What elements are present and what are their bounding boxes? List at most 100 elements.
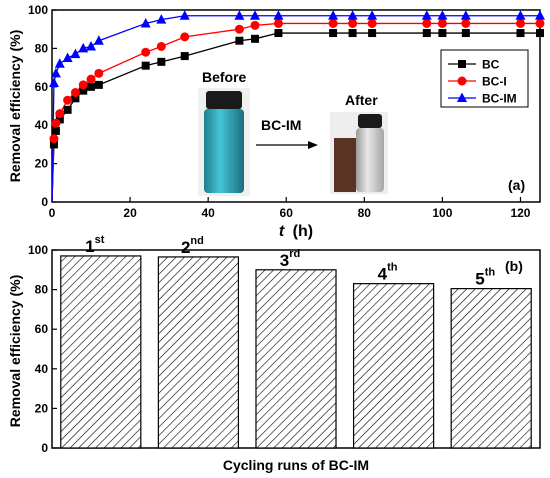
data-point-bc-im [62, 52, 73, 62]
plot-frame-a [51, 9, 541, 203]
data-point-bc [79, 86, 88, 95]
y-tick-label-b: 100 [28, 243, 48, 257]
after-vial-cap [358, 114, 382, 128]
data-point-bc-i [63, 95, 73, 105]
data-point-bc-im [93, 35, 104, 45]
data-point-bc-i [273, 18, 283, 28]
data-point-bc [438, 29, 447, 38]
data-point-bc [180, 52, 189, 61]
data-point-bc-im [421, 10, 432, 20]
data-point-bc-im [347, 10, 358, 20]
data-point-bc-i [515, 18, 525, 28]
inset-before-label: Before [202, 69, 247, 85]
data-point-bc-im [54, 58, 65, 68]
data-point-bc [251, 34, 260, 43]
data-point-bc [368, 29, 377, 38]
data-point-bc-i [437, 18, 447, 28]
bar-cycle-3 [255, 269, 337, 449]
data-point-bc [55, 115, 64, 124]
x-tick-label-a: 120 [510, 206, 530, 220]
bar-label-cycle-1: 1st [85, 234, 105, 256]
y-tick-label-b: 60 [35, 322, 49, 336]
y-tick-label-b: 40 [35, 362, 49, 376]
data-point-bc-im [250, 10, 261, 20]
data-point-bc-i [49, 134, 59, 144]
data-point-bc [87, 82, 96, 91]
before-vial-cap [206, 91, 242, 109]
bar-label-cycle-4: 4th [378, 262, 398, 284]
y-tick-label-a: 0 [41, 195, 48, 209]
data-point-bc-i [86, 74, 96, 84]
bars-b: 1st 2nd 3rd 4th 5th [60, 234, 532, 449]
data-point-bc-im [234, 10, 245, 20]
data-point-bc [274, 29, 283, 38]
bar-label-cycle-3: 3rd [280, 248, 300, 270]
data-point-bc [348, 29, 357, 38]
data-point-bc [157, 57, 166, 66]
data-point-bc-im [156, 14, 167, 24]
before-vial-body [204, 109, 244, 193]
data-point-bc [516, 29, 525, 38]
x-axis-label-a: t (h) [279, 223, 313, 240]
y-tick-label-a: 40 [35, 118, 49, 132]
data-point-bc [63, 105, 72, 114]
legend-marker-bc-i [457, 76, 467, 86]
data-point-bc-im [328, 10, 339, 20]
data-point-bc-i [328, 18, 338, 28]
data-point-bc-i [367, 18, 377, 28]
inset-after-label: After [345, 92, 378, 108]
inset-arrow-label: BC-IM [261, 117, 301, 133]
data-point-bc [235, 36, 244, 45]
data-point-bc-im [140, 17, 151, 28]
panel-label-a: (a) [508, 177, 525, 193]
x-tick-label-a: 60 [280, 206, 294, 220]
data-point-bc-i [51, 118, 61, 128]
legend-label-bc: BC [482, 58, 500, 72]
data-point-bc-im [179, 10, 190, 20]
y-tick-label-a: 100 [28, 3, 48, 17]
data-point-bc-im [78, 42, 89, 53]
bar-label-cycle-2: 2nd [181, 235, 204, 257]
bar-cycle-2 [157, 256, 240, 449]
data-point-bc-i [70, 88, 80, 98]
data-point-bc-im [460, 10, 471, 20]
data-point-bc-i [422, 18, 432, 28]
data-point-bc [422, 29, 431, 38]
after-brown-block [334, 138, 356, 192]
data-point-bc-i [348, 18, 358, 28]
data-point-bc-im [515, 10, 526, 20]
axis-ticks-b: 0 20 40 60 80 100 [28, 243, 57, 455]
data-point-bc-i [78, 80, 88, 90]
panel-label-b: (b) [505, 258, 523, 274]
series-line-bc-im [51, 15, 540, 203]
x-axis-label-unit: (h) [293, 223, 313, 240]
data-point-bc-im [86, 40, 97, 51]
after-vial-body [356, 128, 384, 192]
data-point-bc-im [273, 10, 284, 20]
data-point-bc-im [437, 10, 448, 20]
y-tick-label-a: 60 [35, 80, 49, 94]
inset-photos: Before BC-IM After [198, 69, 388, 196]
y-axis-label-a: Removal efficiency (%) [7, 30, 23, 183]
data-point-bc-im [70, 48, 81, 59]
data-point-bc-im [367, 10, 378, 20]
bar-cycle-1 [60, 255, 142, 449]
bar-label-cycle-5: 5th [475, 267, 495, 289]
data-point-bc [49, 140, 58, 149]
x-tick-label-a: 40 [201, 206, 215, 220]
data-point-bc-i [55, 109, 65, 119]
x-axis-label-b: Cycling runs of BC-IM [223, 457, 369, 473]
data-point-bc [94, 80, 103, 89]
x-axis-label-var: t [279, 223, 285, 240]
legend-label-bc-im: BC-IM [482, 92, 517, 106]
data-point-bc-i [141, 47, 151, 57]
legend-a: BC BC-I BC-IM [440, 49, 529, 108]
series-lines-a [51, 15, 540, 203]
data-point-bc-im [50, 67, 61, 78]
y-tick-label-b: 80 [35, 283, 49, 297]
panel-b: 0 20 40 60 80 100 1st 2nd 3rd 4th 5th (b) Removal… [7, 234, 541, 473]
data-point-bc-i [94, 68, 104, 78]
data-point-bc-im [48, 77, 59, 87]
data-point-bc [536, 29, 544, 38]
